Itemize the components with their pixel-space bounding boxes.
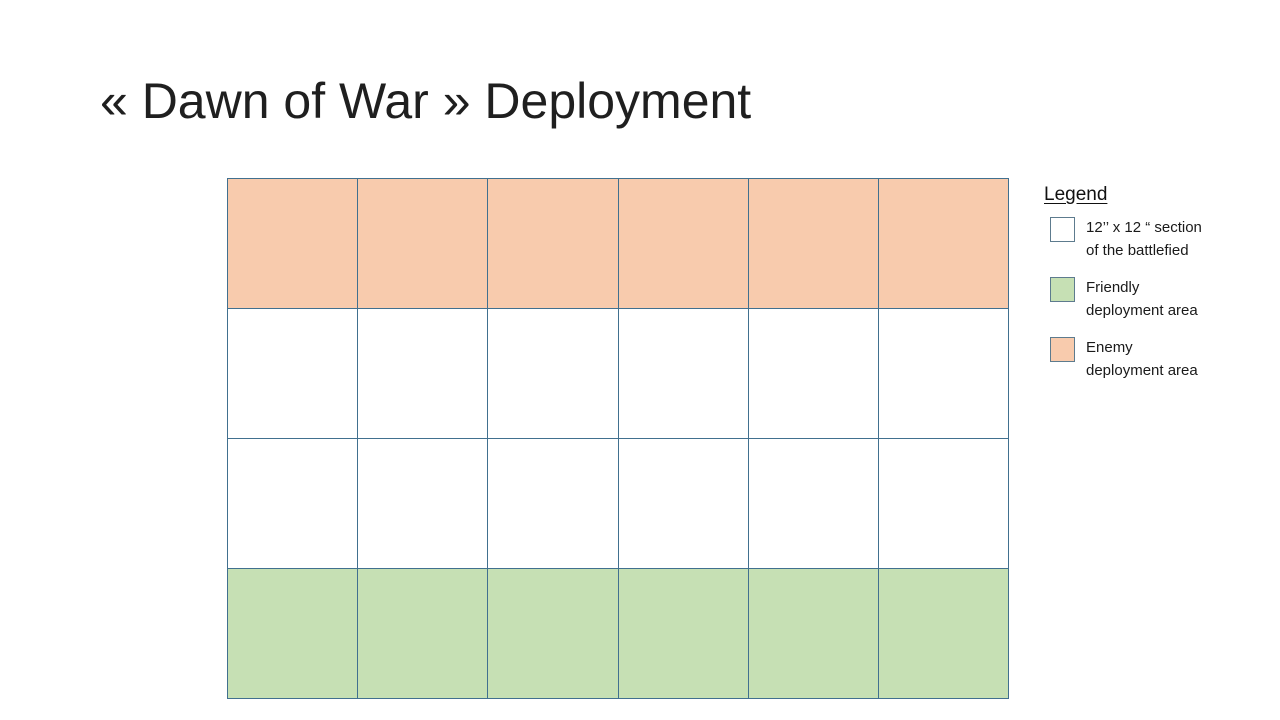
battlefield-section-swatch [1050, 217, 1075, 242]
legend: Legend 12’’ x 12 “ section of the battle… [1044, 184, 1244, 396]
slide-title: « Dawn of War » Deployment [100, 73, 752, 129]
grid-cell-r3c6 [878, 439, 1008, 568]
grid-cell-r2c6 [878, 309, 1008, 438]
grid-cell-r2c4 [618, 309, 748, 438]
legend-label-battlefield-section: 12’’ x 12 “ section of the battlefied [1086, 216, 1202, 262]
grid-cell-r4c6 [878, 569, 1008, 698]
grid-cell-r1c2 [358, 179, 488, 308]
grid-cell-r2c3 [488, 309, 618, 438]
grid-cell-r2c2 [358, 309, 488, 438]
grid-cell-r4c3 [488, 569, 618, 698]
grid-cell-r3c1 [228, 439, 358, 568]
grid-cell-r3c4 [618, 439, 748, 568]
battlefield-grid [227, 178, 1009, 699]
legend-label-line: of the battlefied [1086, 242, 1189, 259]
grid-cell-r1c4 [618, 179, 748, 308]
legend-label-line: 12’’ x 12 “ section [1086, 219, 1202, 236]
grid-cell-r2c5 [748, 309, 878, 438]
legend-label-line: Enemy [1086, 339, 1133, 356]
legend-item-enemy-area: Enemy deployment area [1050, 336, 1238, 382]
legend-label-line: deployment area [1086, 362, 1198, 379]
grid-cell-r1c1 [228, 179, 358, 308]
grid-cell-r4c1 [228, 569, 358, 698]
legend-title: Legend [1044, 184, 1108, 205]
grid-cell-r3c3 [488, 439, 618, 568]
grid-cell-r4c5 [748, 569, 878, 698]
grid-cell-r4c4 [618, 569, 748, 698]
legend-item-friendly-area: Friendly deployment area [1050, 276, 1238, 322]
legend-item-battlefield-section: 12’’ x 12 “ section of the battlefied [1050, 216, 1238, 262]
grid-cell-r1c5 [748, 179, 878, 308]
legend-label-friendly-area: Friendly deployment area [1086, 276, 1198, 322]
legend-label-enemy-area: Enemy deployment area [1086, 336, 1198, 382]
grid-cell-r3c5 [748, 439, 878, 568]
legend-label-line: Friendly [1086, 279, 1140, 296]
grid-cell-r1c6 [878, 179, 1008, 308]
friendly-area-swatch [1050, 277, 1075, 302]
enemy-area-swatch [1050, 337, 1075, 362]
grid-cell-r4c2 [358, 569, 488, 698]
grid-cell-r1c3 [488, 179, 618, 308]
legend-label-line: deployment area [1086, 302, 1198, 319]
grid-cell-r3c2 [358, 439, 488, 568]
grid-cell-r2c1 [228, 309, 358, 438]
